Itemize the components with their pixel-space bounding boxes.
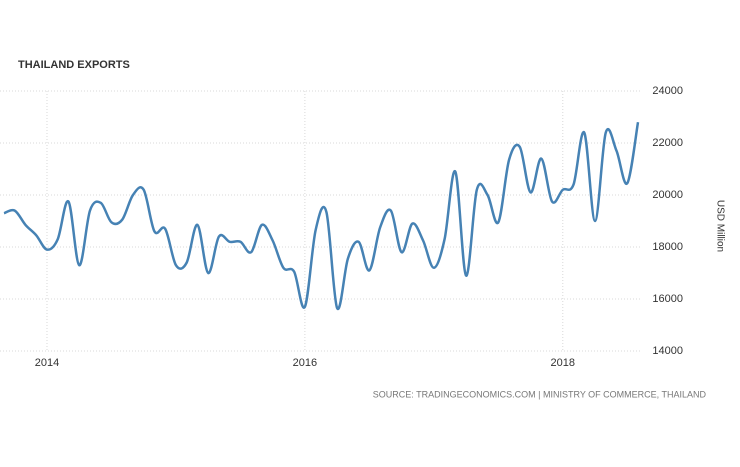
y-tick-label: 18000 [652, 241, 683, 253]
y-tick-label: 24000 [652, 85, 683, 97]
x-tick-label: 2018 [551, 357, 575, 369]
y-tick-label: 20000 [652, 189, 683, 201]
x-tick-label: 2014 [35, 357, 59, 369]
y-tick-label: 14000 [652, 345, 683, 357]
source: SOURCE: TRADINGECONOMICS.COM | MINISTRY … [373, 389, 707, 399]
x-tick-label: 2016 [293, 357, 317, 369]
chart-title: THAILAND EXPORTS [18, 59, 130, 71]
series-line [3, 121, 640, 311]
y-tick-label: 22000 [652, 137, 683, 149]
y-tick-label: 16000 [652, 293, 683, 305]
y-axis-label: USD Million [714, 200, 725, 252]
